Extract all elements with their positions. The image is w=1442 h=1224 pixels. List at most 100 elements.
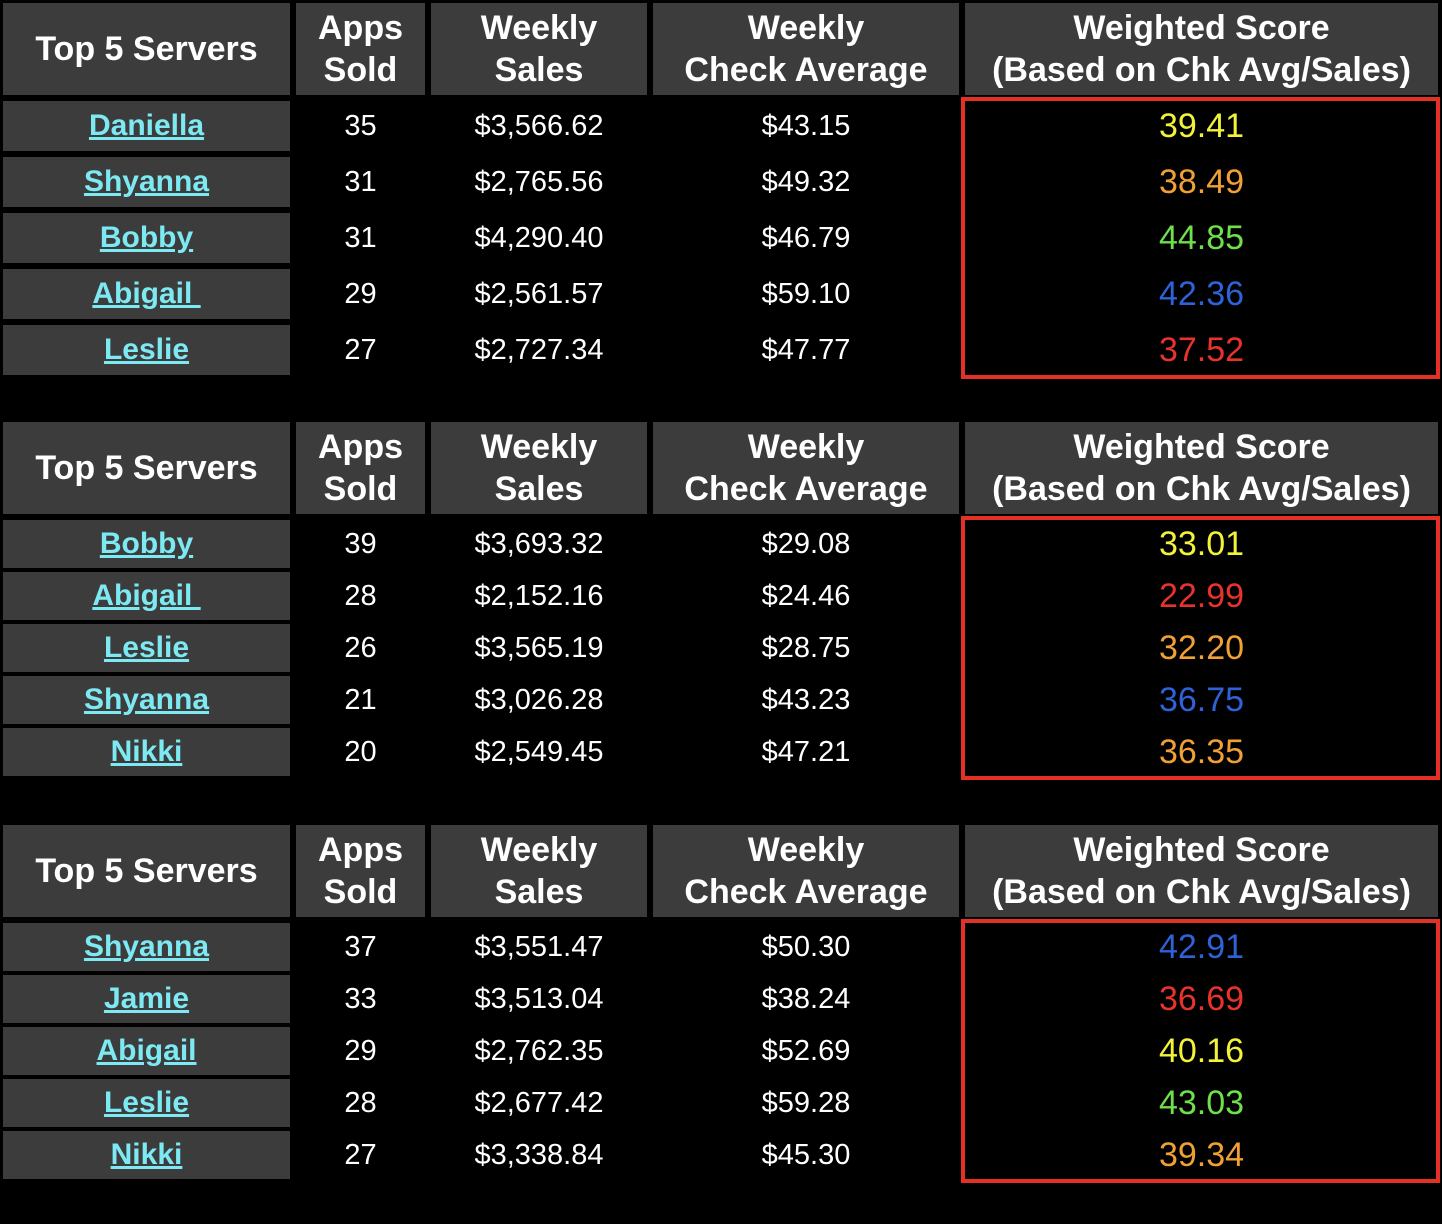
value-cell: $2,762.35: [431, 1027, 647, 1075]
cell-value: $4,290.40: [474, 221, 604, 254]
server-cell: Leslie: [3, 325, 290, 375]
score-cell: 42.36: [965, 269, 1438, 319]
score-value: 39.34: [1158, 1135, 1245, 1174]
value-cell: $2,152.16: [431, 572, 647, 620]
cell-value: $28.75: [761, 631, 851, 664]
value-cell: 31: [296, 213, 425, 263]
cell-value: $3,566.62: [474, 109, 604, 142]
server-cell: Leslie: [3, 624, 290, 672]
score-cell: 32.20: [965, 624, 1438, 672]
cell-value: 31: [344, 165, 377, 198]
server-link[interactable]: Bobby: [99, 527, 194, 560]
server-cell: Bobby: [3, 520, 290, 568]
value-cell: $2,677.42: [431, 1079, 647, 1127]
score-value: 22.99: [1158, 576, 1245, 615]
header-cell: Weekly Check Average: [653, 422, 959, 514]
value-cell: 31: [296, 157, 425, 207]
score-cell: 40.16: [965, 1027, 1438, 1075]
header-text: Sales: [494, 873, 584, 911]
cell-value: $2,152.16: [474, 579, 604, 612]
score-value: 38.49: [1158, 162, 1245, 201]
server-link[interactable]: Nikki: [110, 735, 183, 768]
header-cell: Weekly Check Average: [653, 825, 959, 917]
server-link[interactable]: Leslie: [103, 1086, 190, 1119]
value-cell: $59.10: [653, 269, 959, 319]
score-cell: 43.03: [965, 1079, 1438, 1127]
cell-value: 28: [344, 1086, 377, 1119]
header-text: Top 5 Servers: [35, 852, 258, 890]
score-cell: 38.49: [965, 157, 1438, 207]
cell-value: $59.10: [761, 277, 851, 310]
value-cell: 35: [296, 101, 425, 151]
server-link[interactable]: Jamie: [103, 982, 190, 1015]
value-cell: $38.24: [653, 975, 959, 1023]
score-frame: [961, 97, 1440, 379]
header-text: Weekly: [480, 428, 598, 466]
header-text: Check Average: [684, 51, 928, 89]
score-cell: 36.75: [965, 676, 1438, 724]
header-cell: Weighted Score (Based on Chk Avg/Sales): [965, 825, 1438, 917]
server-link[interactable]: Abigail: [96, 1034, 197, 1067]
server-link[interactable]: Shyanna: [83, 683, 210, 716]
score-cell: 22.99: [965, 572, 1438, 620]
value-cell: $4,290.40: [431, 213, 647, 263]
server-link[interactable]: Abigail: [92, 579, 201, 612]
value-cell: $29.08: [653, 520, 959, 568]
cell-value: $2,561.57: [474, 277, 604, 310]
server-link[interactable]: Abigail: [92, 277, 201, 310]
score-cell: 42.91: [965, 923, 1438, 971]
cell-value: $3,565.19: [474, 631, 604, 664]
server-link[interactable]: Shyanna: [83, 930, 210, 963]
server-link[interactable]: Leslie: [103, 333, 190, 366]
value-cell: $43.15: [653, 101, 959, 151]
value-cell: 28: [296, 572, 425, 620]
value-cell: $2,727.34: [431, 325, 647, 375]
value-cell: 26: [296, 624, 425, 672]
score-cell: 37.52: [965, 325, 1438, 375]
cell-value: $43.15: [761, 109, 851, 142]
header-text: Check Average: [684, 470, 928, 508]
header-cell: Weighted Score (Based on Chk Avg/Sales): [965, 3, 1438, 95]
server-link[interactable]: Shyanna: [83, 165, 210, 198]
value-cell: 21: [296, 676, 425, 724]
value-cell: $45.30: [653, 1131, 959, 1179]
value-cell: 39: [296, 520, 425, 568]
score-value: 36.35: [1158, 732, 1245, 771]
score-frame: [961, 516, 1440, 780]
server-link[interactable]: Nikki: [110, 1138, 183, 1171]
header-cell: Top 5 Servers: [3, 422, 290, 514]
header-text: Sold: [323, 51, 398, 89]
header-text: Sales: [494, 470, 584, 508]
header-text: (Based on Chk Avg/Sales): [992, 470, 1411, 508]
server-link[interactable]: Leslie: [103, 631, 190, 664]
value-cell: $2,561.57: [431, 269, 647, 319]
score-value: 44.85: [1158, 218, 1245, 257]
header-text: Apps: [318, 831, 403, 869]
cell-value: 27: [344, 333, 377, 366]
score-cell: 44.85: [965, 213, 1438, 263]
cell-value: $45.30: [761, 1138, 851, 1171]
cell-value: $2,762.35: [474, 1034, 604, 1067]
score-value: 39.41: [1158, 106, 1245, 145]
header-cell: Top 5 Servers: [3, 3, 290, 95]
score-value: 42.36: [1158, 274, 1245, 313]
server-link[interactable]: Bobby: [99, 221, 194, 254]
cell-value: $3,693.32: [474, 527, 604, 560]
cell-value: $2,549.45: [474, 735, 604, 768]
value-cell: $3,338.84: [431, 1131, 647, 1179]
score-value: 42.91: [1158, 927, 1245, 966]
cell-value: 35: [344, 109, 377, 142]
value-cell: 37: [296, 923, 425, 971]
value-cell: 27: [296, 325, 425, 375]
value-cell: $47.77: [653, 325, 959, 375]
score-cell: 39.34: [965, 1131, 1438, 1179]
cell-value: 26: [344, 631, 377, 664]
cell-value: $50.30: [761, 930, 851, 963]
server-cell: Leslie: [3, 1079, 290, 1127]
score-cell: 36.69: [965, 975, 1438, 1023]
value-cell: $24.46: [653, 572, 959, 620]
server-link[interactable]: Daniella: [88, 109, 205, 142]
cell-value: 29: [344, 1034, 377, 1067]
score-value: 36.75: [1158, 680, 1245, 719]
